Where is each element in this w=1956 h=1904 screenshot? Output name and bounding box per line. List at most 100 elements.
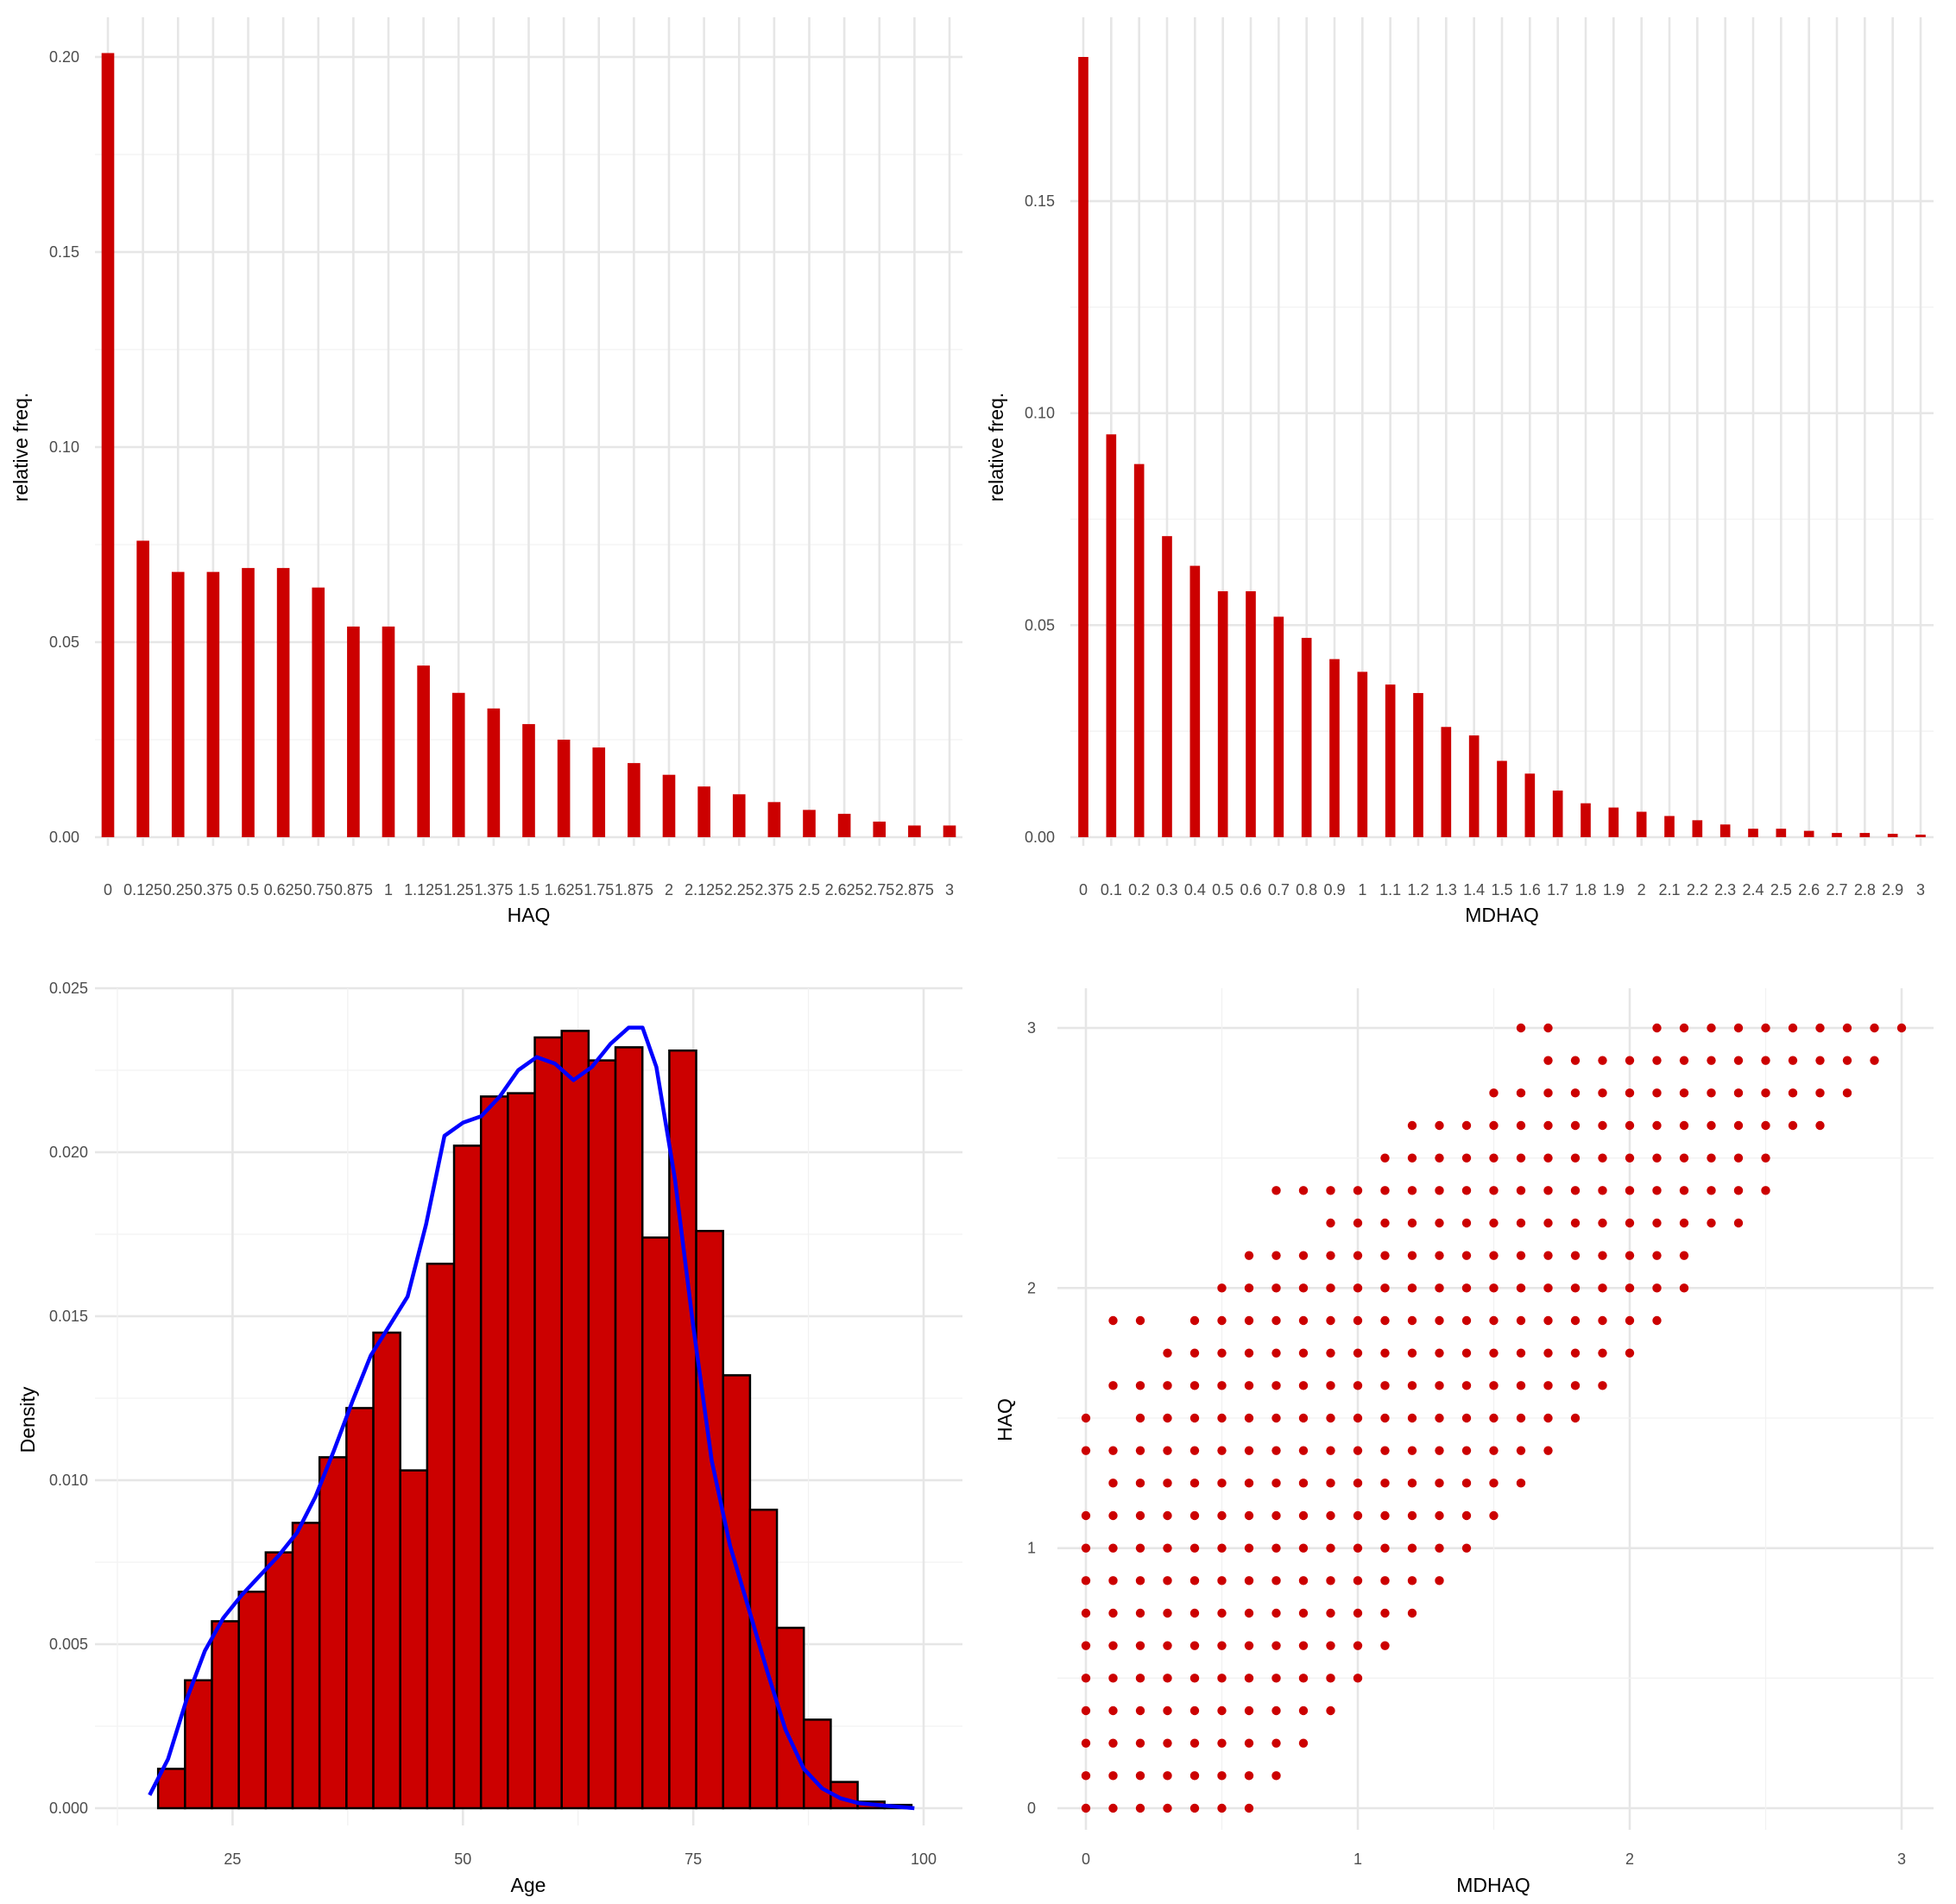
scatter-point xyxy=(1135,1510,1145,1521)
bar-1.9 xyxy=(1608,807,1619,837)
scatter-point xyxy=(1244,1803,1254,1813)
scatter-point xyxy=(1489,1153,1499,1163)
scatter-point xyxy=(1298,1348,1309,1358)
grid xyxy=(1057,988,1934,1830)
scatter-point xyxy=(1570,1381,1581,1390)
y-tick-label: 0.010 xyxy=(49,1472,88,1489)
scatter-point xyxy=(1733,1120,1744,1131)
x-tick-label: 0.3 xyxy=(1156,881,1177,898)
bar-0.2 xyxy=(1133,463,1145,837)
x-tick-label: 2.8 xyxy=(1854,881,1876,898)
scatter-point xyxy=(1733,1218,1744,1228)
scatter-point xyxy=(1761,1056,1770,1065)
bar-3 xyxy=(943,825,956,837)
x-tick-label: 1.2 xyxy=(1407,881,1429,898)
scatter-point xyxy=(1189,1576,1200,1586)
x-tick-label: 0.375 xyxy=(193,881,232,898)
scatter-point xyxy=(1543,1315,1553,1326)
scatter-point xyxy=(1298,1413,1309,1423)
scatter-point xyxy=(1380,1510,1390,1521)
scatter-point xyxy=(1163,1705,1172,1716)
scatter-point xyxy=(1326,1446,1335,1455)
bar-0.625 xyxy=(276,568,290,837)
scatter-point xyxy=(1217,1608,1227,1618)
scatter-point xyxy=(1326,1543,1335,1553)
scatter-point xyxy=(1625,1056,1635,1065)
bar-2.625 xyxy=(837,813,851,837)
scatter-point xyxy=(1189,1478,1200,1488)
scatter-point xyxy=(1461,1413,1472,1423)
scatter-point xyxy=(1625,1186,1635,1195)
histogram-bar xyxy=(264,1551,294,1810)
scatter-point xyxy=(1217,1478,1227,1488)
scatter-point xyxy=(1461,1348,1472,1358)
bar-2.8 xyxy=(1859,833,1871,837)
scatter-point xyxy=(1435,1315,1444,1326)
scatter-point xyxy=(1135,1803,1145,1813)
scatter-point xyxy=(1489,1088,1499,1098)
scatter-point xyxy=(1244,1771,1254,1781)
x-tick-label: 2.6 xyxy=(1798,881,1820,898)
scatter-point xyxy=(1570,1088,1581,1098)
scatter-point xyxy=(1815,1056,1825,1065)
x-tick-label: 3 xyxy=(945,881,954,898)
scatter-point xyxy=(1298,1478,1309,1488)
bar-2.875 xyxy=(908,825,921,837)
bar-0 xyxy=(1078,57,1088,837)
x-tick-label: 1.875 xyxy=(615,881,653,898)
bar-0.4 xyxy=(1189,565,1201,837)
scatter-point xyxy=(1652,1218,1662,1228)
y-tick-label: 0.05 xyxy=(1025,616,1055,634)
y-tick-label: 3 xyxy=(1027,1019,1036,1037)
scatter-point xyxy=(1543,1446,1553,1455)
scatter-point xyxy=(1435,1120,1444,1131)
scatter-point xyxy=(1081,1510,1091,1521)
bar-2.5 xyxy=(1776,829,1787,837)
scatter-point xyxy=(1271,1446,1281,1455)
scatter-point xyxy=(1298,1674,1309,1683)
scatter-point xyxy=(1108,1381,1118,1390)
scatter-point xyxy=(1244,1674,1254,1683)
scatter-point xyxy=(1570,1218,1581,1228)
scatter-point xyxy=(1326,1674,1335,1683)
scatter-point xyxy=(1707,1056,1716,1065)
scatter-point xyxy=(1217,1576,1227,1586)
scatter-point xyxy=(1489,1348,1499,1358)
bar-1.2 xyxy=(1413,692,1423,837)
scatter-point xyxy=(1163,1641,1172,1650)
scatter-point xyxy=(1380,1218,1390,1228)
scatter-point xyxy=(1707,1218,1716,1228)
scatter-point xyxy=(1217,1705,1227,1716)
scatter-point xyxy=(1679,1153,1689,1163)
scatter-point xyxy=(1163,1478,1172,1488)
scatter-point xyxy=(1081,1674,1091,1683)
x-tick-label: 1 xyxy=(1358,881,1366,898)
bar-0.75 xyxy=(312,587,325,837)
histogram-bar xyxy=(695,1229,724,1810)
x-tick-label: 50 xyxy=(454,1850,471,1868)
x-tick-label: 0 xyxy=(104,881,112,898)
scatter-point xyxy=(1244,1315,1254,1326)
y-tick-label: 0.10 xyxy=(1025,405,1055,422)
scatter-point xyxy=(1761,1088,1770,1098)
scatter-point xyxy=(1217,1283,1227,1293)
x-axis-title: MDHAQ xyxy=(1456,1874,1530,1896)
scatter-point xyxy=(1652,1283,1662,1293)
scatter-point xyxy=(1298,1446,1309,1455)
bar-2.125 xyxy=(697,786,710,837)
scatter-point xyxy=(1163,1413,1172,1423)
scatter-point xyxy=(1108,1641,1118,1650)
scatter-point xyxy=(1516,1186,1526,1195)
bar-1.3 xyxy=(1441,727,1452,837)
scatter-point xyxy=(1271,1315,1281,1326)
scatter-point xyxy=(1326,1413,1335,1423)
scatter-point xyxy=(1435,1283,1444,1293)
scatter-point xyxy=(1244,1251,1254,1260)
scatter-point xyxy=(1380,1478,1390,1488)
scatter-point xyxy=(1570,1186,1581,1195)
y-axis-title: relative freq. xyxy=(985,393,1007,502)
scatter-point xyxy=(1435,1186,1444,1195)
scatter-point xyxy=(1652,1056,1662,1065)
bar-1 xyxy=(382,626,395,837)
scatter-point xyxy=(1435,1478,1444,1488)
